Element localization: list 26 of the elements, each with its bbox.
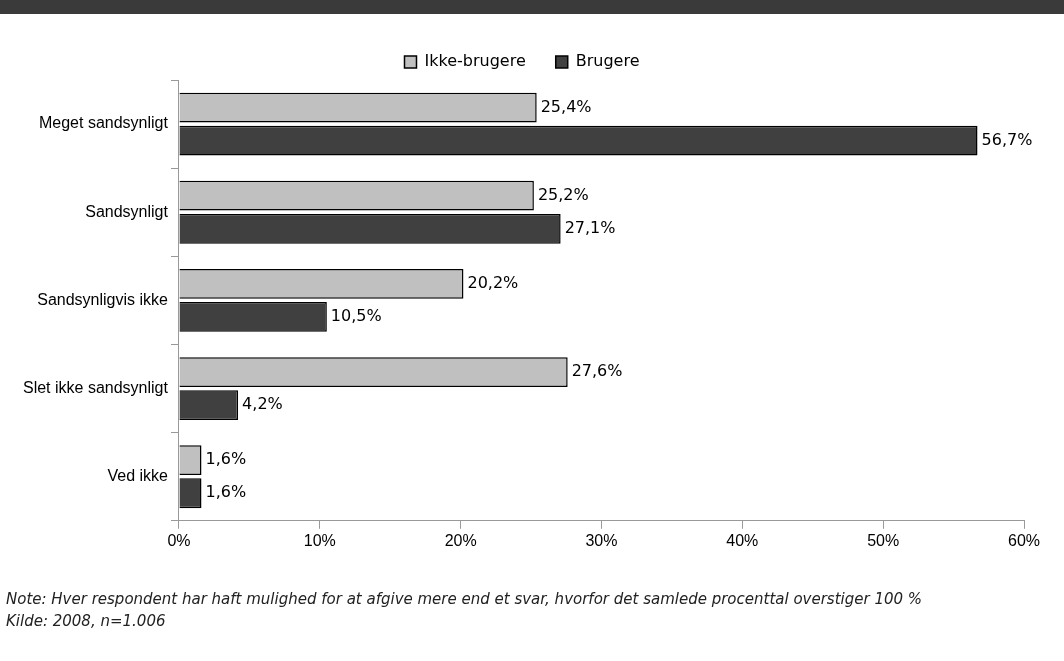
y-tick-label: Meget sandsynligt (38, 114, 169, 132)
y-tick-label: Sandsynligvis ikke (37, 290, 169, 308)
text: Note: Hver respondent har haft mulighed for at afgive mere end et svar, hvorfor det samlede procenttal overstiger 100 % (6, 589, 923, 610)
x-tick-label: 0% (167, 531, 191, 549)
data-label: 25,2% (537, 184, 589, 204)
x-tick-label: 10% (303, 531, 336, 549)
data-label: 1,6% (205, 482, 247, 502)
x-tick-label: 30% (585, 531, 618, 549)
legend-label: Ikke-brugere (424, 51, 526, 71)
x-tick-label: 20% (444, 531, 477, 549)
data-label: 4,2% (242, 394, 283, 414)
data-label: 27,1% (564, 217, 616, 237)
y-tick-label: Sandsynligt (85, 202, 169, 220)
data-label: 25,4% (540, 96, 592, 116)
x-tick-label: 40% (726, 531, 759, 549)
legend-label: Brugere (575, 51, 640, 71)
y-tick-label: Ved ikke (107, 467, 169, 485)
data-label: 56,7% (981, 129, 1033, 149)
data-label: 27,6% (571, 361, 623, 381)
y-tick-label: Slet ikke sandsynligt (22, 378, 169, 396)
x-tick-label: 60% (1007, 531, 1041, 549)
data-label: 20,2% (467, 273, 519, 293)
data-label: 1,6% (205, 449, 247, 469)
text: Kilde: 2008, n=1.006 (6, 611, 167, 632)
x-tick-label: 50% (867, 531, 900, 549)
data-label: 10,5% (330, 306, 382, 326)
